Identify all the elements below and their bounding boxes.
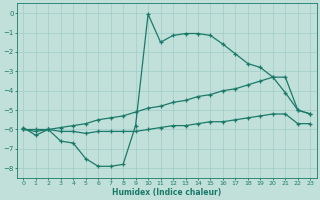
X-axis label: Humidex (Indice chaleur): Humidex (Indice chaleur)	[112, 188, 221, 197]
